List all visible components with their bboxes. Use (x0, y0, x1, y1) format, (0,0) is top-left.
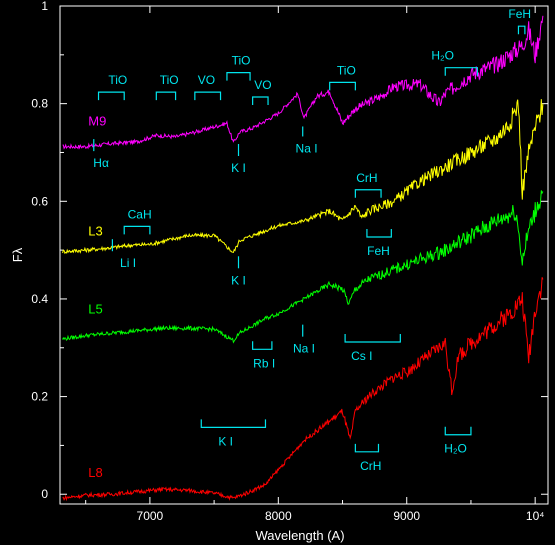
y-tick-label: 0 (41, 487, 48, 501)
feature-label: Na I (293, 342, 315, 356)
feature-bracket (226, 71, 251, 81)
series-line-l8 (62, 277, 544, 502)
feature-label: K I (231, 273, 246, 287)
series-labels: M9 L3 L5 L8 (88, 114, 106, 481)
feature-bracket (344, 333, 401, 343)
y-tick-label: 0.4 (31, 292, 48, 306)
feature-bracket (444, 426, 472, 436)
feature-bracket (329, 81, 356, 91)
feature-label: Li I (120, 256, 136, 270)
feature-label: Rb I (253, 356, 275, 370)
feature-bracket (194, 91, 222, 101)
feature-bracket (354, 443, 380, 453)
feature-label: FeH (367, 244, 390, 258)
feature-label: K I (218, 434, 233, 448)
series-line-l5 (62, 190, 544, 344)
feature-label: FeH (508, 7, 531, 21)
feature-bracket (444, 67, 478, 76)
y-tick-label: 0.6 (31, 194, 48, 208)
feature-label: CrH (356, 171, 377, 185)
feature-label: TiO (108, 73, 127, 87)
feature-label: Hα (93, 156, 109, 170)
y-tick-label: 0.8 (31, 97, 48, 111)
x-tick-label: 8000 (265, 509, 292, 523)
feature-bracket (155, 91, 177, 101)
feature-bracket (97, 91, 125, 101)
feature-label: TiO (337, 63, 356, 77)
series-label: L3 (88, 223, 102, 238)
feature-bracket (200, 419, 267, 429)
feature-bracket (123, 225, 151, 235)
feature-label: CrH (360, 459, 381, 473)
x-axis-ticks: 7000 8000 9000 10⁴ (85, 6, 545, 523)
feature-bracket (354, 189, 382, 198)
plot-frame (59, 5, 549, 505)
x-tick-label: 9000 (393, 509, 420, 523)
feature-label: Na I (296, 141, 318, 155)
series-label: L8 (88, 465, 102, 480)
feature-label: H₂O (444, 442, 467, 456)
x-tick-label: 10⁴ (526, 509, 545, 523)
feature-label: H₂O (431, 49, 454, 63)
feature-bracket (366, 229, 392, 238)
feature-bracket (517, 25, 526, 35)
feature-label: TiO (232, 54, 251, 68)
feature-label: K I (231, 161, 246, 175)
feature-label: CaH (128, 207, 152, 221)
series-label: L5 (88, 302, 102, 317)
y-axis-ticks: 0 0.2 0.4 0.6 0.8 1 (31, 0, 548, 501)
series-lines (62, 15, 544, 502)
y-tick-label: 1 (41, 0, 48, 13)
y-axis-label: Fλ (10, 247, 25, 262)
x-tick-label: 7000 (137, 509, 164, 523)
feature-label: TiO (160, 73, 179, 87)
x-axis-label: Wavelength (A) (255, 528, 344, 543)
feature-bracket (252, 341, 273, 350)
series-label: M9 (88, 114, 106, 129)
feature-label: VO (198, 73, 215, 87)
feature-bracket (252, 96, 269, 105)
series-line-l3 (62, 99, 544, 255)
feature-label: VO (254, 78, 271, 92)
series-line-m9 (62, 15, 544, 150)
y-tick-label: 0.2 (31, 390, 48, 404)
feature-label: Cs I (351, 349, 372, 363)
